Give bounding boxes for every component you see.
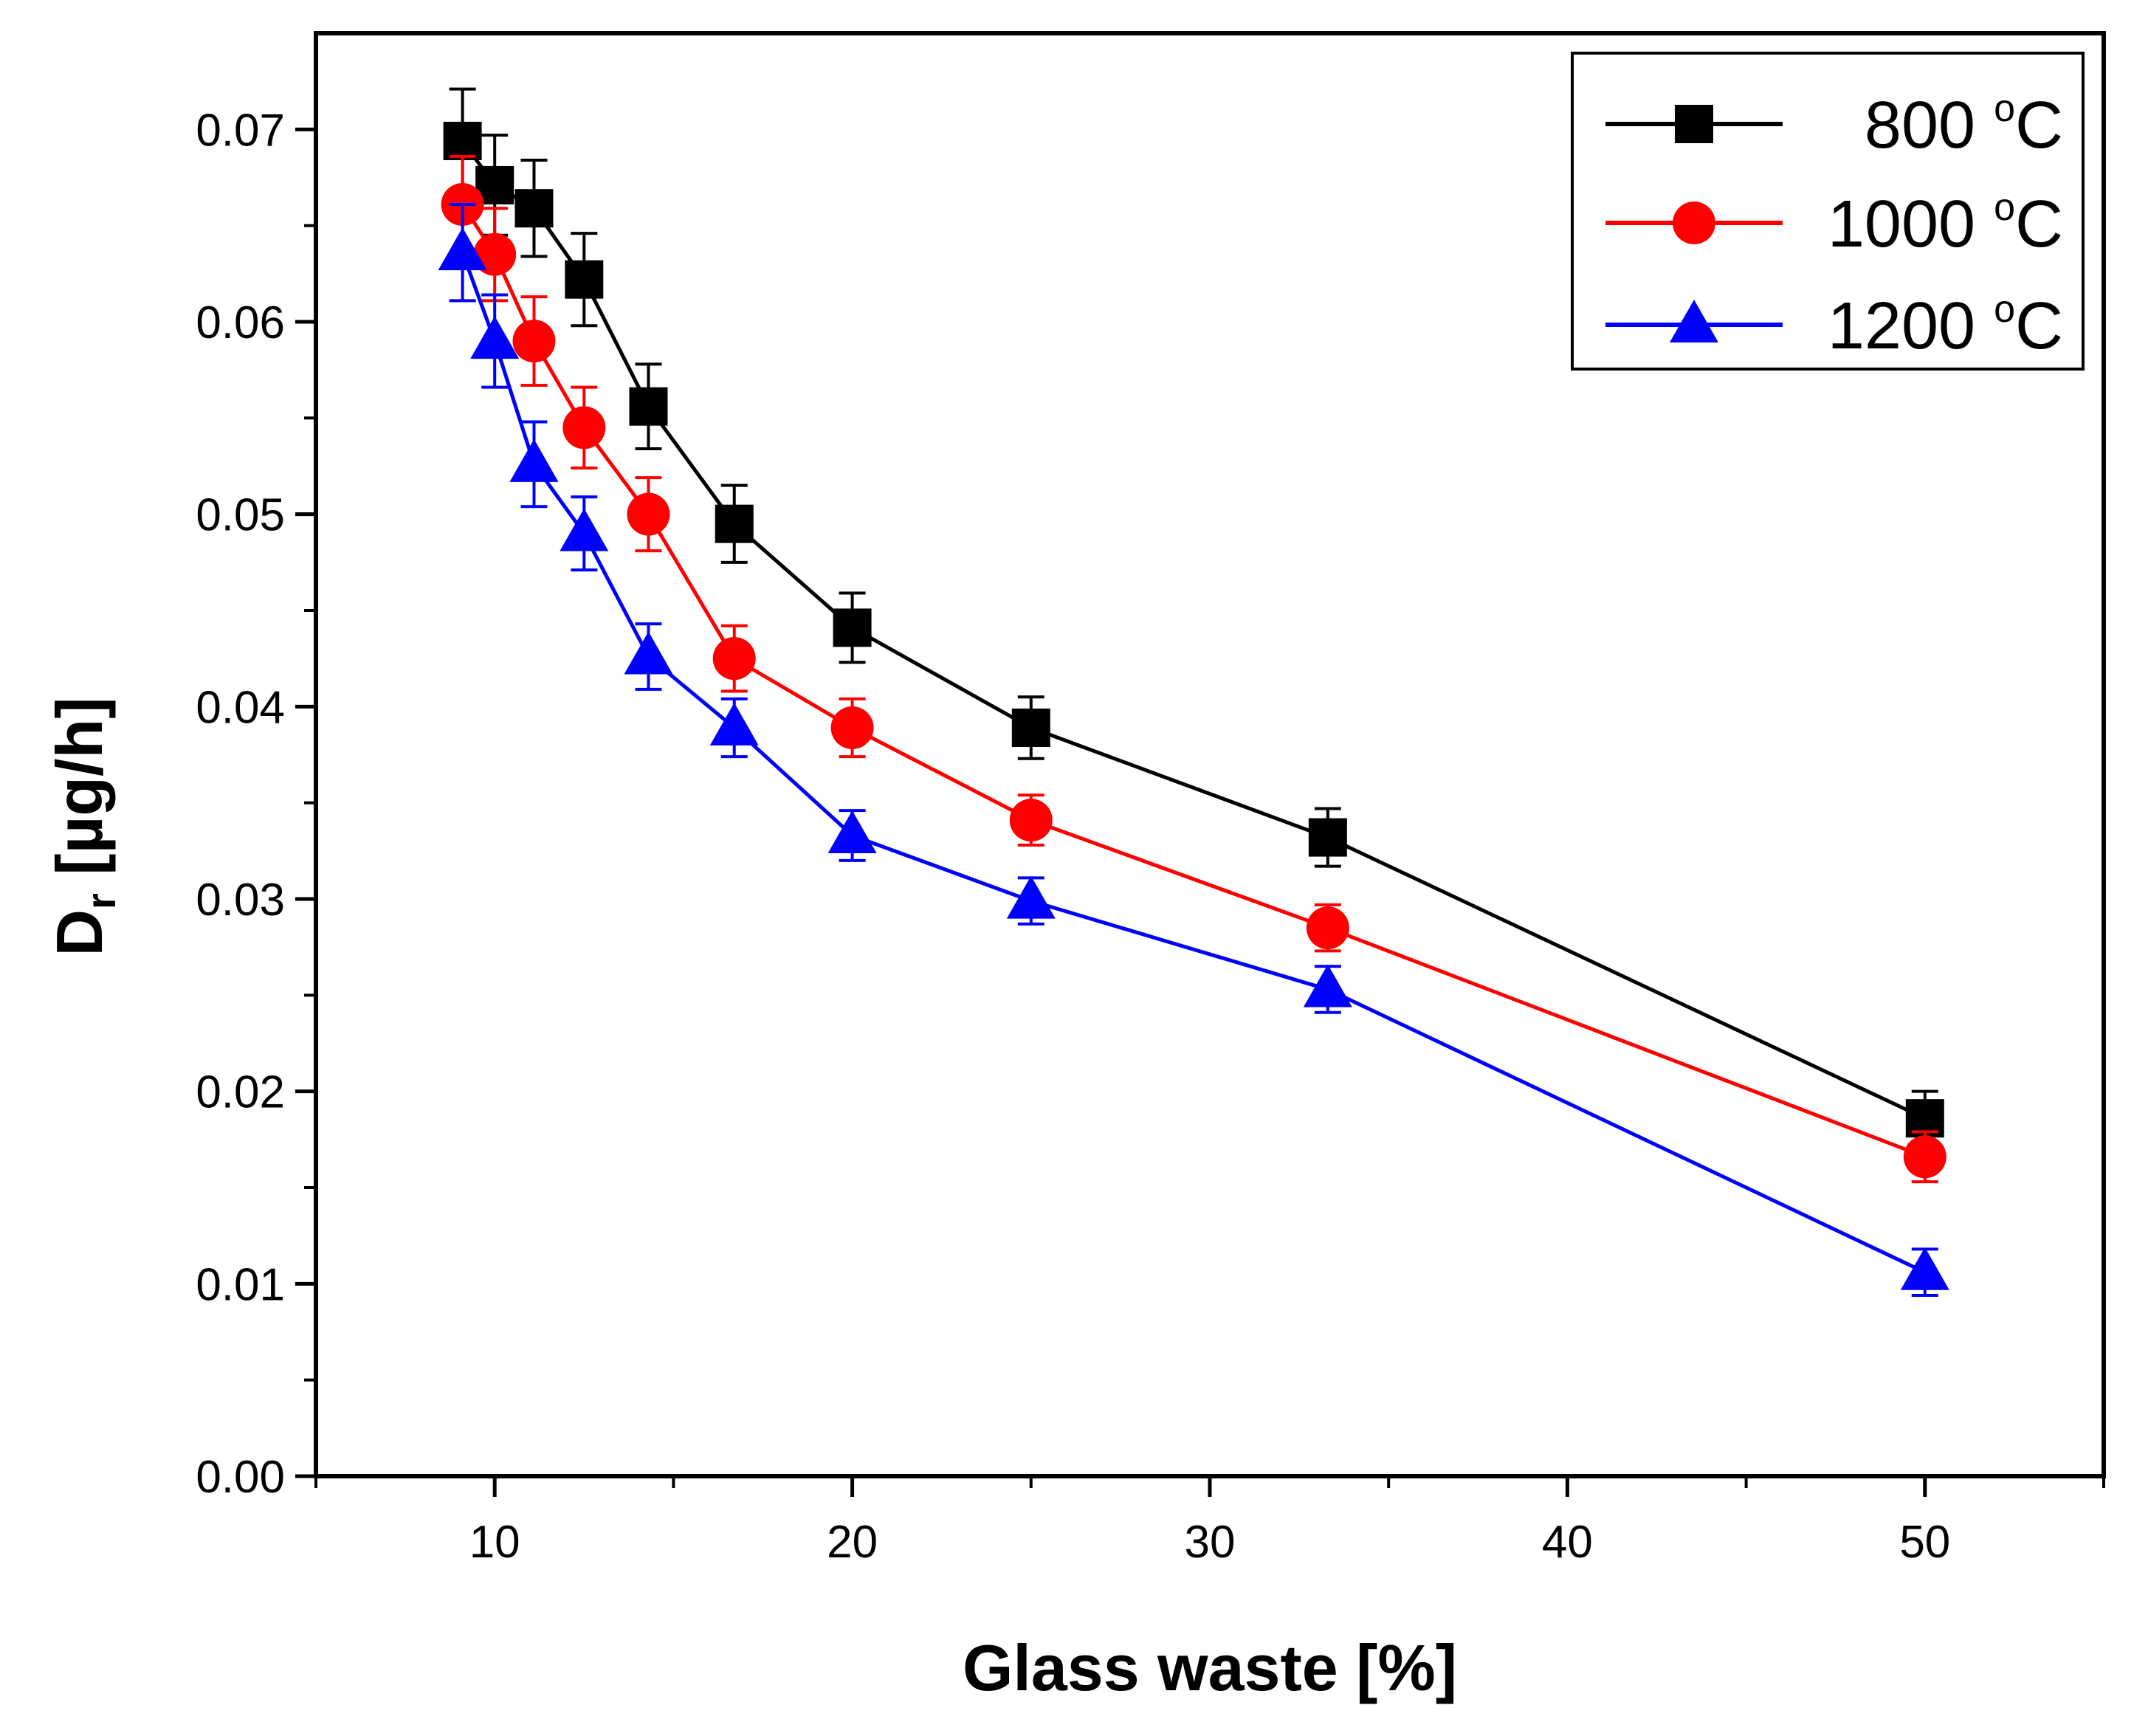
axes: 0.00 0.01 0.02 0.03 0.04 0.05 0.06 0.07 10 20 30 40… (196, 105, 2105, 1568)
data-point (830, 706, 874, 750)
legend-entry-1000: 1000 oC (1605, 186, 2063, 261)
x-tick-label: 30 (1185, 1517, 1236, 1568)
legend-value: 800 (1865, 89, 1994, 162)
legend-label: 1200 oC (1828, 288, 2063, 363)
legend-degree: o (1994, 288, 2015, 331)
data-point (629, 387, 668, 426)
x-axis-title: Glass waste [%] (963, 1631, 1457, 1704)
legend-label: 1000 oC (1828, 186, 2063, 261)
legend-unit: C (2015, 289, 2063, 363)
data-point (470, 316, 520, 359)
legend-value: 1200 (1828, 289, 1994, 363)
data-point (627, 492, 670, 536)
data-point (473, 232, 517, 276)
legend-marker (1673, 202, 1715, 244)
y-tick-label: 0.02 (196, 1067, 285, 1118)
data-point (712, 637, 756, 681)
data-point (1903, 1135, 1946, 1179)
data-point (1009, 799, 1053, 842)
series-group (438, 87, 1949, 1297)
y-axis-title-subscript: r (78, 893, 124, 909)
data-point (438, 227, 487, 271)
data-point (624, 631, 673, 675)
data-point (1011, 709, 1050, 748)
series-line (461, 203, 1926, 1159)
data-point (1303, 964, 1352, 1008)
legend-marker (1670, 300, 1718, 342)
series-line (461, 252, 1926, 1274)
legend-degree: o (1994, 87, 2015, 130)
data-point (565, 260, 604, 299)
series-1200 (438, 202, 1949, 1297)
legend-entry-1200: 1200 oC (1605, 288, 2063, 363)
data-point (514, 189, 554, 228)
y-tick-label: 0.01 (196, 1259, 285, 1310)
x-tick-label: 20 (827, 1517, 878, 1568)
y-tick-label: 0.06 (196, 297, 285, 348)
legend-label: 800 oC (1865, 87, 2063, 162)
x-tick-label: 40 (1542, 1517, 1593, 1568)
data-point (709, 703, 759, 746)
data-point (509, 438, 559, 482)
y-tick-label: 0.07 (196, 105, 285, 156)
legend-degree: o (1994, 186, 2015, 229)
data-point (560, 508, 609, 551)
legend-value: 1000 (1828, 187, 1994, 261)
y-tick-label: 0.05 (196, 490, 285, 541)
y-tick-label: 0.03 (196, 875, 285, 926)
data-point (833, 608, 872, 647)
y-axis-title-main: D (43, 909, 116, 957)
data-point (1900, 1247, 1949, 1290)
data-point (1308, 818, 1347, 857)
x-tick-label: 50 (1899, 1517, 1950, 1568)
legend-box (1571, 52, 2085, 371)
data-point (443, 121, 482, 160)
data-point (1306, 906, 1349, 950)
data-point (1006, 875, 1056, 919)
y-tick-label: 0.04 (196, 682, 285, 733)
data-point (512, 320, 556, 363)
legend-unit: C (2015, 89, 2063, 162)
data-point (715, 504, 754, 543)
legend-unit: C (2015, 187, 2063, 261)
y-tick-label: 0.00 (196, 1452, 285, 1503)
data-point (827, 810, 877, 853)
series-line (461, 140, 1926, 1120)
data-point (562, 406, 606, 450)
y-axis-title-unit: [µg/h] (43, 697, 116, 893)
series-800 (443, 87, 1944, 1147)
legend-marker (1675, 105, 1713, 143)
x-tick-label: 10 (469, 1517, 520, 1568)
legend-entry-800: 800 oC (1605, 87, 2063, 162)
y-axis-title: Dr [µg/h] (43, 697, 124, 956)
